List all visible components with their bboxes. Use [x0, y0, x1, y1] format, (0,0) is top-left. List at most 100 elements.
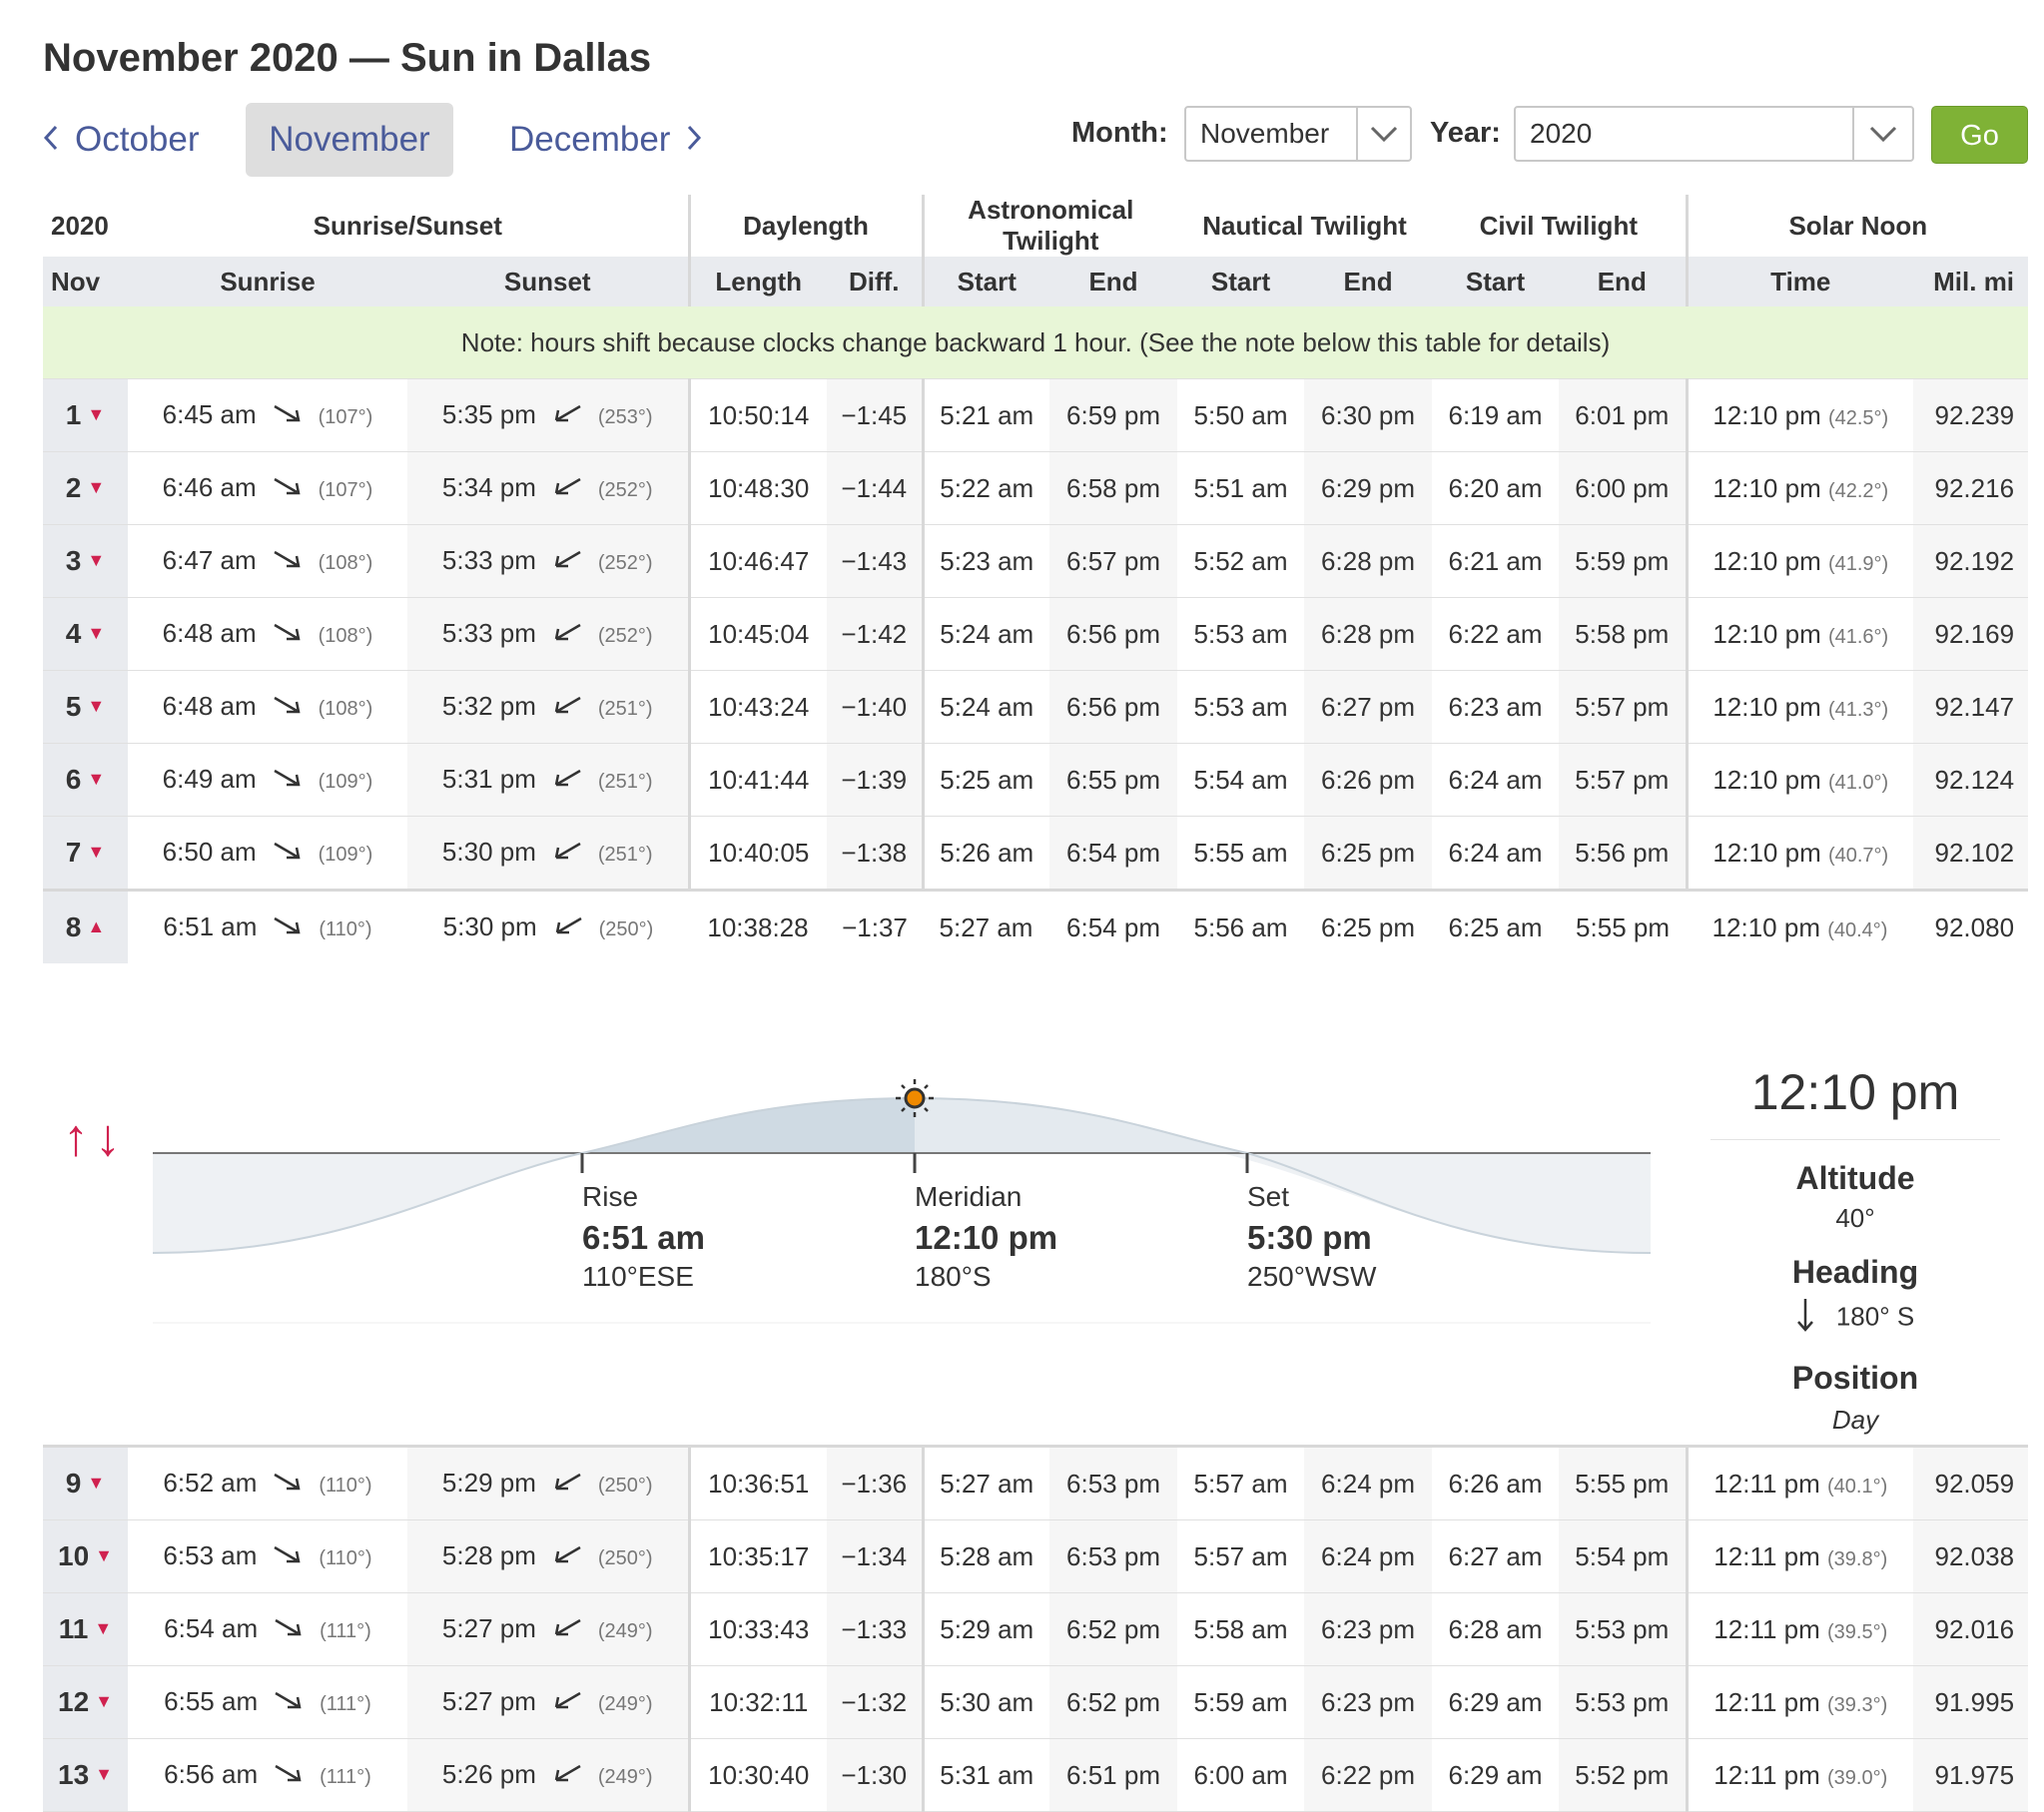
astro-end-cell: 6:57 pm [1049, 524, 1178, 598]
position-value: Day [1831, 1405, 1879, 1435]
astro-start-cell: 5:24 am [923, 597, 1049, 671]
noon-altitude: (39.3°) [1827, 1693, 1888, 1716]
sunset-direction-arrow-icon [552, 838, 582, 869]
astro-end-cell: 6:58 pm [1049, 451, 1178, 525]
sunrise-time: 6:47 am [162, 544, 257, 575]
sunrise-cell: 6:51 am (110°) [128, 890, 407, 963]
day-cell[interactable]: 4 ▼ [43, 597, 128, 671]
civil-twilight-header: Civil Twilight [1432, 195, 1689, 257]
nautical-start-cell: 5:55 am [1177, 816, 1305, 891]
chevron-down-icon [1356, 108, 1410, 160]
sunset-azimuth: (251°) [597, 770, 653, 793]
sunrise-azimuth: (110°) [319, 1546, 372, 1569]
nautical-end-cell: 6:24 pm [1304, 1519, 1433, 1593]
sunset-direction-arrow-icon [552, 400, 582, 431]
down-arrow-icon [1796, 1297, 1814, 1340]
table-row: 13 ▼ 6:56 am (111°) 5:26 pm (249°) 10:30:40… [43, 1738, 2029, 1812]
table-row: 4 ▼ 6:48 am (108°) 5:33 pm (252°) 10:45:04 … [43, 597, 2029, 671]
chevron-down-icon: ▼ [87, 623, 106, 643]
length-cell: 10:43:24 [689, 670, 827, 744]
sunrise-time: 6:52 am [163, 1467, 258, 1498]
astro-end-cell: 6:54 pm [1049, 816, 1178, 891]
day-number: 4 [65, 618, 82, 649]
day-cell[interactable]: 1 ▼ [43, 378, 128, 452]
heading-row: 180° S [1710, 1297, 2000, 1340]
distance-cell: 91.975 [1913, 1738, 2029, 1812]
table-row: 3 ▼ 6:47 am (108°) 5:33 pm (252°) 10:46:47 … [43, 524, 2029, 598]
day-cell[interactable]: 2 ▼ [43, 451, 128, 525]
length-header: Length [689, 257, 827, 306]
sunset-direction-arrow-icon [552, 1469, 582, 1500]
noon-altitude: (41.3°) [1827, 698, 1889, 721]
diff-cell: −1:44 [827, 451, 925, 525]
astro-start-header: Start [923, 257, 1049, 306]
altitude-label: Altitude [1795, 1160, 1915, 1196]
sunset-azimuth: (250°) [597, 1474, 653, 1497]
noon-altitude: (42.5°) [1827, 406, 1889, 429]
day-cell[interactable]: 3 ▼ [43, 524, 128, 598]
prev-month-link[interactable]: October [43, 103, 200, 177]
distance-cell: 92.239 [1913, 378, 2029, 452]
civil-start-cell: 6:28 am [1432, 1592, 1560, 1666]
sunrise-time: 6:53 am [163, 1539, 258, 1570]
day-cell[interactable]: 10 ▼ [43, 1519, 128, 1593]
sunrise-azimuth: (110°) [319, 1474, 372, 1497]
rise-set-toggle-icon[interactable]: ↑↓ [63, 1109, 127, 1167]
chevron-down-icon: ▼ [94, 1618, 113, 1638]
table-row: 12 ▼ 6:55 am (111°) 5:27 pm (249°) 10:32:11… [43, 1665, 2029, 1739]
sun-path-chart [153, 1079, 1651, 1324]
current-month-tab[interactable]: November [246, 103, 453, 177]
year-select[interactable]: 2020 [1514, 106, 1914, 162]
day-cell[interactable]: 7 ▼ [43, 816, 128, 891]
position-label: Position [1791, 1360, 1919, 1396]
day-number: 8 [65, 911, 82, 942]
civil-start-cell: 6:23 am [1432, 670, 1560, 744]
noon-altitude: (39.5°) [1827, 1620, 1888, 1643]
distance-cell: 92.216 [1913, 451, 2029, 525]
noon-cell: 12:10 pm (41.3°) [1687, 670, 1914, 744]
length-cell: 10:38:28 [689, 890, 827, 963]
day-number: 12 [58, 1686, 90, 1717]
length-cell: 10:32:11 [689, 1665, 827, 1739]
astro-end-cell: 6:56 pm [1049, 597, 1178, 671]
civil-end-cell: 5:53 pm [1559, 1592, 1689, 1666]
rise-direction: 110°ESE [582, 1261, 694, 1292]
day-cell[interactable]: 5 ▼ [43, 670, 128, 744]
day-cell[interactable]: 9 ▼ [43, 1446, 128, 1520]
day-cell[interactable]: 8 ▲ [43, 890, 128, 963]
sunset-cell: 5:32 pm (251°) [407, 670, 691, 744]
rise-event: Rise 6:51 am 110°ESE [582, 1181, 705, 1293]
sunrise-azimuth: (111°) [320, 1692, 371, 1715]
sunset-cell: 5:30 pm (251°) [407, 816, 691, 891]
chevron-down-icon: ▼ [87, 842, 106, 862]
astro-start-cell: 5:31 am [923, 1738, 1049, 1812]
year-label: Year: [1430, 117, 1501, 149]
go-button[interactable]: Go [1931, 106, 2028, 164]
sunset-time: 5:31 pm [441, 763, 536, 794]
civil-end-cell: 5:57 pm [1559, 670, 1689, 744]
distance-cell: 92.080 [1913, 890, 2029, 963]
day-number: 1 [65, 399, 82, 430]
day-cell[interactable]: 13 ▼ [43, 1738, 128, 1812]
noon-time-header: Time [1687, 257, 1914, 306]
noon-altitude: (40.1°) [1827, 1475, 1888, 1498]
daylength-header: Daylength [689, 195, 925, 257]
day-cell[interactable]: 6 ▼ [43, 743, 128, 817]
noon-altitude: (40.4°) [1827, 918, 1888, 941]
sunrise-azimuth: (107°) [318, 478, 373, 501]
dst-note: Note: hours shift because clocks change … [43, 306, 2029, 379]
length-cell: 10:36:51 [689, 1446, 827, 1520]
noon-altitude: (40.7°) [1827, 844, 1889, 867]
month-select[interactable]: November [1184, 106, 1412, 162]
sunset-azimuth: (250°) [598, 917, 654, 940]
sunrise-cell: 6:46 am (107°) [128, 451, 407, 525]
day-cell[interactable]: 12 ▼ [43, 1665, 128, 1739]
meridian-direction: 180°S [915, 1261, 992, 1292]
nautical-start-cell: 5:59 am [1177, 1665, 1305, 1739]
nautical-end-cell: 6:30 pm [1304, 378, 1433, 452]
chevron-down-icon [1852, 108, 1912, 160]
next-month-link[interactable]: December [509, 103, 702, 177]
day-cell[interactable]: 11 ▼ [43, 1592, 128, 1666]
diff-cell: −1:37 [827, 890, 923, 963]
length-cell: 10:50:14 [689, 378, 827, 452]
